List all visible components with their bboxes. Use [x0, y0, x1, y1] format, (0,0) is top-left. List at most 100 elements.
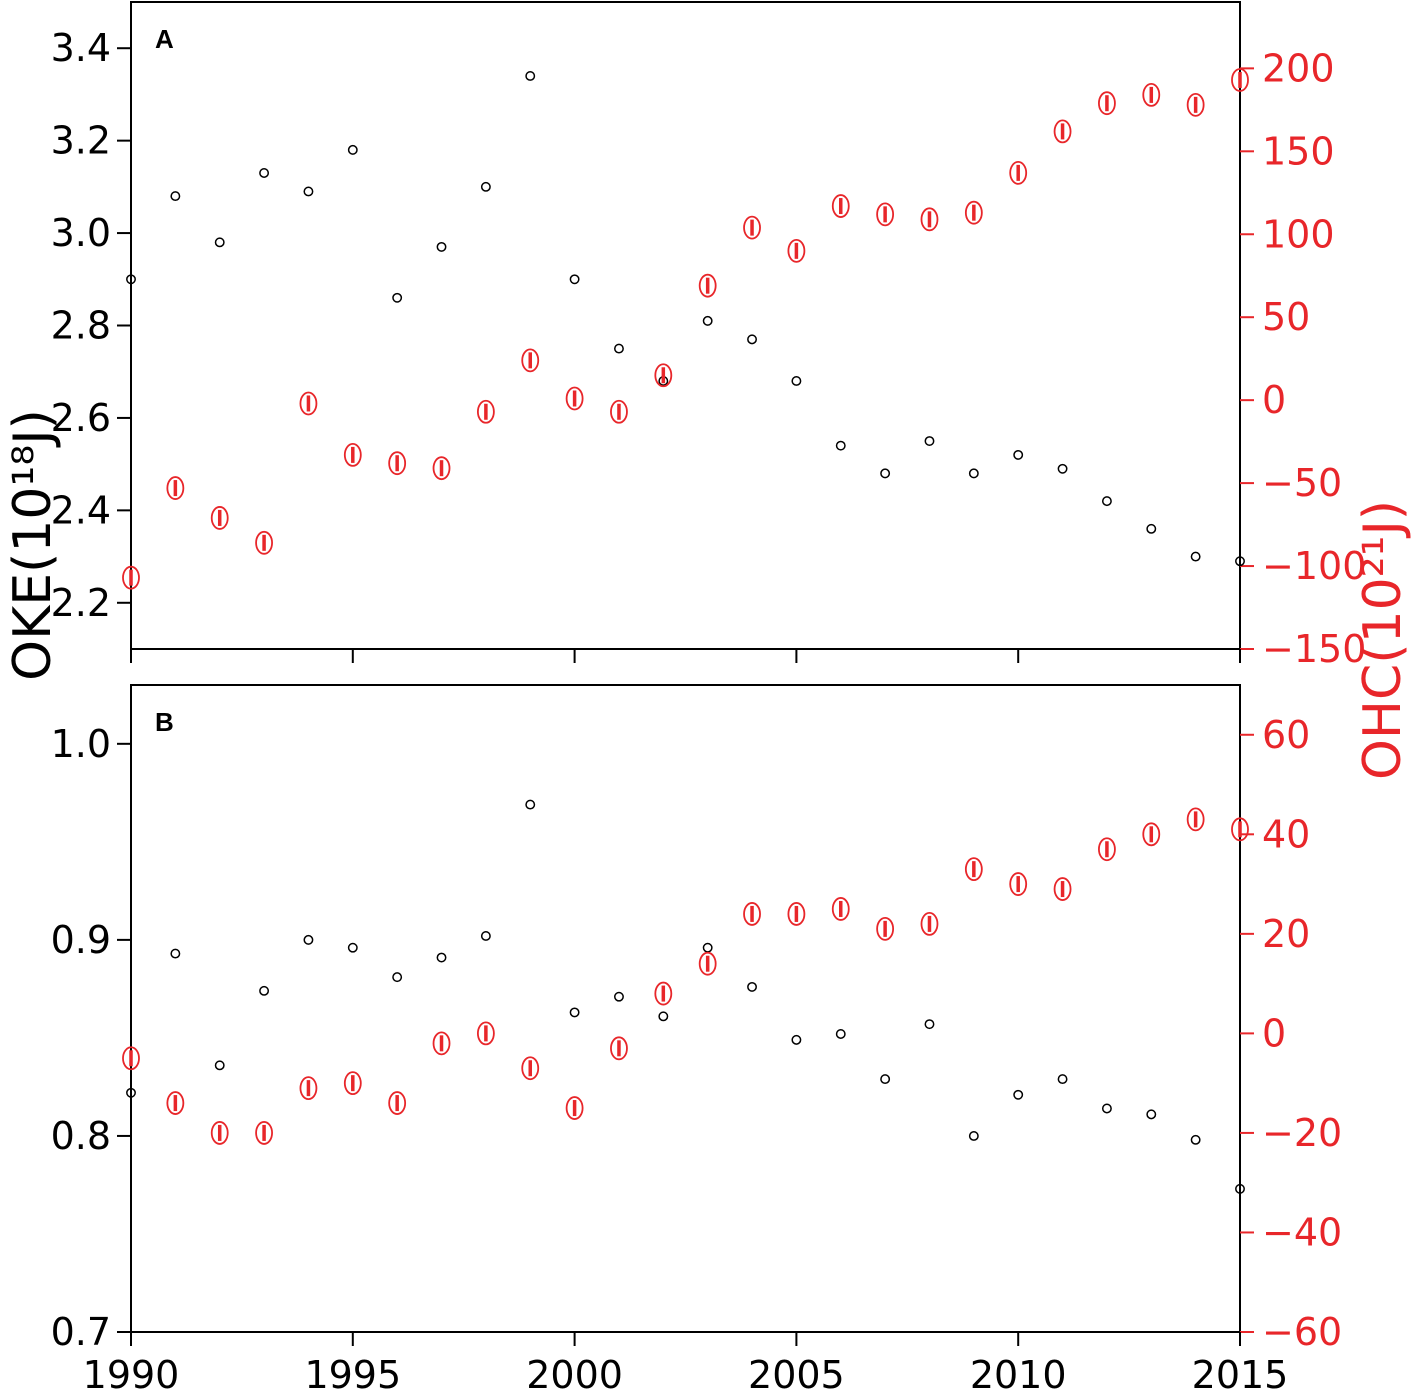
oke-point — [259, 985, 270, 996]
left-axis-label: OKE(10¹⁸J) — [3, 409, 63, 681]
ohc-point — [166, 1091, 185, 1115]
oke-point — [126, 274, 136, 285]
oke-point — [835, 1029, 846, 1039]
ohc-point — [432, 456, 451, 481]
ohc-point — [1098, 837, 1116, 862]
oke-point — [1190, 1134, 1201, 1145]
ohc-point — [1186, 92, 1205, 117]
oke-point — [170, 191, 181, 202]
left-tick-label: 3.4 — [51, 26, 111, 70]
oke-point — [347, 144, 358, 155]
ohc-point — [654, 981, 673, 1006]
ohc-point — [876, 916, 895, 941]
ohc-point — [831, 194, 850, 218]
ohc-series-b — [122, 807, 1249, 1145]
ohc-point — [1142, 822, 1161, 847]
ohc-point — [1009, 160, 1028, 185]
oke-point — [702, 315, 713, 326]
oke-point — [480, 181, 491, 192]
ohc-point — [521, 348, 540, 373]
oke-point — [347, 942, 358, 953]
oke-point — [436, 241, 447, 252]
left-tick-label: 3.0 — [51, 211, 111, 255]
ohc-point — [698, 273, 717, 298]
left-tick-label: 0.7 — [51, 1310, 111, 1354]
oke-point — [1013, 449, 1024, 460]
ohc-point — [876, 202, 895, 227]
ohc-point — [1142, 83, 1161, 107]
oke-point — [924, 1019, 935, 1030]
ohc-point — [210, 1121, 229, 1145]
right-tick-label: 100 — [1262, 212, 1335, 256]
oke-point — [880, 1074, 891, 1085]
ohc-point — [1186, 807, 1205, 832]
right-tick-label: 40 — [1262, 812, 1310, 856]
ohc-point — [476, 399, 495, 424]
x-tick-label: 1990 — [83, 1353, 180, 1392]
ohc-point — [964, 857, 983, 882]
ohc-point — [1098, 91, 1116, 116]
left-tick-label: 2.4 — [51, 488, 111, 532]
oke-point — [880, 468, 891, 479]
oke-point — [303, 934, 314, 945]
x-tick-label: 1995 — [304, 1353, 401, 1392]
oke-point — [1146, 523, 1157, 534]
oke-series-b — [126, 799, 1245, 1194]
panel-b: B 0.7 0.8 0.9 1.0 −60 −40 −20 0 20 40 60 — [51, 684, 1342, 1354]
oke-point — [1057, 463, 1068, 474]
ohc-point — [521, 1056, 540, 1081]
ohc-point — [476, 1021, 495, 1046]
ohc-point — [610, 1036, 628, 1061]
oke-point — [392, 972, 403, 983]
ohc-point — [1009, 872, 1028, 896]
ohc-point — [210, 506, 229, 530]
oke-point — [1190, 551, 1201, 562]
ohc-point — [122, 1046, 140, 1071]
ohc-point — [698, 951, 717, 976]
ohc-point — [565, 1096, 584, 1120]
oke-point — [1057, 1074, 1068, 1085]
left-tick-label: 0.9 — [51, 918, 111, 962]
oke-point — [170, 948, 181, 959]
ohc-point — [122, 565, 140, 590]
oke-point — [747, 981, 757, 992]
right-tick-label: −20 — [1262, 1111, 1342, 1155]
ohc-point — [920, 207, 939, 232]
oke-point — [835, 440, 846, 451]
oke-point — [791, 1034, 802, 1045]
left-tick-label: 1.0 — [51, 722, 111, 766]
plot-frame-a — [130, 1, 1241, 650]
x-tick-label: 2010 — [970, 1353, 1067, 1392]
ohc-point — [565, 386, 584, 411]
oke-point — [214, 1060, 225, 1071]
ohc-point — [743, 215, 761, 240]
oke-point — [968, 1130, 979, 1141]
left-tick-label: 3.2 — [51, 119, 111, 163]
oke-point — [791, 376, 802, 386]
ohc-point — [787, 902, 806, 926]
ohc-point — [831, 897, 850, 921]
oke-point — [1101, 1103, 1112, 1114]
oke-point — [1101, 496, 1112, 507]
ohc-point — [388, 1091, 407, 1115]
ohc-point — [1053, 877, 1072, 901]
panel-a: A 2.2 2.4 2.6 2.8 3.0 3.2 3.4 −150 −100 −50 0 50 100 1… — [51, 1, 1366, 671]
oke-point — [614, 343, 624, 354]
oke-point — [525, 70, 536, 81]
ohc-point — [299, 1076, 318, 1101]
ohc-point — [610, 399, 628, 424]
oke-point — [968, 468, 979, 479]
oke-point — [614, 991, 624, 1002]
oke-series-a — [126, 70, 1245, 567]
ohc-point — [654, 363, 673, 388]
ohc-point — [1053, 119, 1072, 144]
ohc-point — [343, 442, 362, 467]
ohc-point — [1231, 68, 1249, 92]
ohc-point — [299, 391, 318, 416]
panel-label-a: A — [155, 24, 174, 54]
ohc-point — [787, 238, 806, 263]
ohc-point — [388, 451, 407, 476]
ohc-point — [343, 1071, 362, 1096]
oke-point — [1235, 1183, 1245, 1194]
